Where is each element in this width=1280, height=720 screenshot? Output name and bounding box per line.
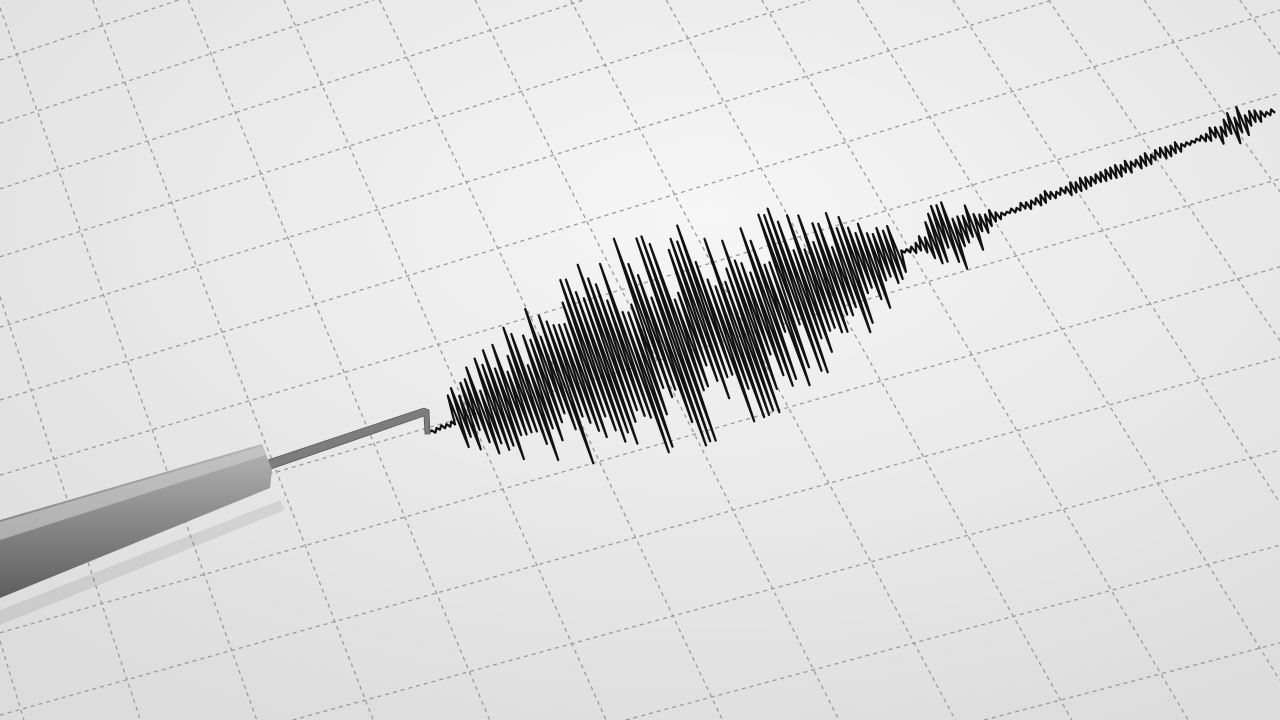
grid-line <box>92 0 374 720</box>
seismic-trace <box>429 106 1276 465</box>
grid-line <box>0 0 374 124</box>
grid-line <box>761 0 1189 720</box>
grid-line <box>0 266 1280 634</box>
grid-line <box>0 356 1280 716</box>
grid-line <box>625 544 1280 720</box>
stylus-rod-highlight <box>0 446 266 540</box>
grid-line <box>0 296 141 720</box>
grid-line <box>1239 0 1280 56</box>
grid-line <box>187 0 491 720</box>
stylus-needle <box>261 407 431 471</box>
stylus-shadow <box>0 500 285 625</box>
stylus-rod <box>0 444 272 598</box>
grid-line <box>292 449 1280 720</box>
grid-line <box>856 0 1280 681</box>
grid-line <box>0 0 584 190</box>
grid-line <box>1143 0 1280 193</box>
grid-line <box>0 640 25 720</box>
grid-line <box>0 9 1280 401</box>
grid-line <box>378 0 724 720</box>
grid-line <box>474 0 840 720</box>
stylus <box>0 407 431 625</box>
grid-line <box>0 7 258 720</box>
grid-line <box>0 0 810 258</box>
grid-line <box>283 0 607 720</box>
grid-line <box>665 0 1073 720</box>
grid-line <box>983 642 1280 720</box>
